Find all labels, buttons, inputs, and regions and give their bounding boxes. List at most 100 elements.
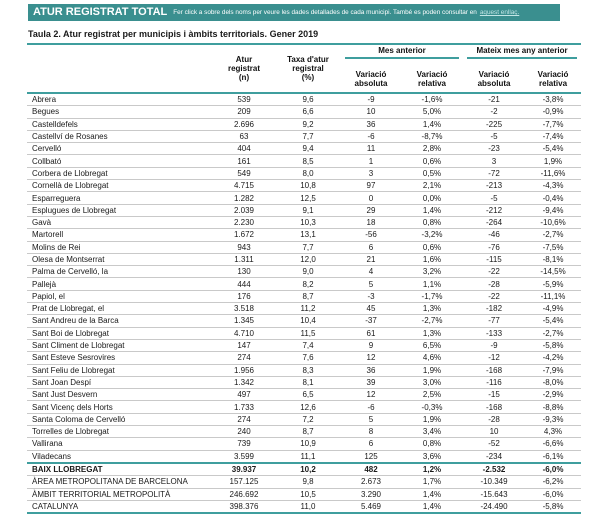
table-row: Vallirana 739 10,9 6 0,8% -52 -6,6% [27, 437, 582, 451]
municipality-name-link[interactable]: Corbera de Llobregat [27, 167, 213, 181]
value-cell: 130 [213, 265, 275, 279]
table-row: BAIX LLOBREGAT 39.937 10,2 482 1,2% -2.532 -6,… [27, 461, 582, 477]
value-cell: 6 [341, 241, 401, 254]
table-row: Molins de Rei 943 7,7 6 0,6% -76 -7,5% [27, 241, 582, 254]
header-link[interactable]: aquest enllaç. [479, 9, 520, 16]
municipality-name-link[interactable]: Olesa de Montserrat [27, 253, 213, 267]
value-cell: -22 [463, 290, 526, 304]
value-cell: 1.342 [213, 376, 275, 390]
table-row: Sant Just Desvern 497 6,5 12 2,5% -15 -2,9% [27, 388, 582, 402]
municipality-name-link[interactable]: Viladecans [27, 450, 213, 464]
value-cell: -115 [463, 253, 526, 267]
header-bar: ATUR REGISTRAT TOTAL Fer click a sobre d… [28, 4, 560, 21]
value-cell: 11,2 [275, 302, 341, 316]
value-cell: 176 [213, 290, 275, 304]
table-title: Taula 2. Atur registrat per municipis i … [27, 29, 581, 45]
value-cell: -46 [463, 228, 526, 242]
municipality-name-link[interactable]: Esparreguera [27, 191, 213, 205]
value-cell: -77 [463, 314, 526, 328]
value-cell: 1,4% [401, 204, 464, 217]
table-row: Torrelles de Llobregat 240 8,7 8 3,4% 10 4,3% [27, 425, 582, 439]
value-cell: -5 [463, 130, 526, 144]
value-cell: -2,7% [401, 314, 464, 328]
municipality-name-link[interactable]: Sant Vicenç dels Horts [27, 400, 213, 414]
table-row: Sant Feliu de Llobregat 1.956 8,3 36 1,9% -16… [27, 364, 582, 377]
value-cell: 3 [341, 167, 401, 181]
municipality-name-link[interactable]: Castellví de Rosanes [27, 130, 213, 144]
table-row: Palma de Cervelló, la 130 9,0 4 3,2% -22 -14,5… [27, 265, 582, 279]
municipality-name-link[interactable]: Sant Just Desvern [27, 388, 213, 402]
header-name-column [27, 45, 213, 94]
value-cell: -6,1% [525, 450, 582, 464]
value-cell: 1,4% [401, 500, 464, 515]
value-cell: -3 [341, 290, 401, 304]
value-cell: 497 [213, 388, 275, 402]
value-cell: 10 [463, 425, 526, 439]
value-cell: 11,0 [275, 500, 341, 515]
value-cell: -9 [463, 339, 526, 353]
value-cell: 3.599 [213, 450, 275, 464]
value-cell: 3 [463, 154, 526, 168]
value-cell: 1,4% [401, 488, 464, 501]
municipality-name-link[interactable]: Pallejà [27, 277, 213, 291]
table-row: Papiol, el 176 8,7 -3 -1,7% -22 -11,1% [27, 290, 582, 304]
value-cell: -1,6% [401, 93, 464, 107]
header-atur-line1: Atur [235, 55, 253, 64]
value-cell: 7,2 [275, 413, 341, 427]
municipality-name-link[interactable]: Sant Esteve Sesrovires [27, 351, 213, 365]
municipality-name-link[interactable]: Molins de Rei [27, 241, 213, 254]
value-cell: 3,0% [401, 376, 464, 390]
value-cell: 209 [213, 105, 275, 119]
value-cell: -168 [463, 364, 526, 377]
table-row: Sant Andreu de la Barca 1.345 10,4 -37 -2,7%… [27, 314, 582, 328]
table-row: Sant Climent de Llobregat 147 7,4 9 6,5% -9 -5… [27, 339, 582, 353]
header-va-year-line1: Variació [478, 70, 510, 79]
value-cell: -2 [463, 105, 526, 119]
municipality-name-link[interactable]: Castelldefels [27, 118, 213, 131]
value-cell: -76 [463, 241, 526, 254]
municipality-name-link[interactable]: Begues [27, 105, 213, 119]
municipality-name-link[interactable]: Martorell [27, 228, 213, 242]
value-cell: 97 [341, 179, 401, 193]
value-cell: 2,5% [401, 388, 464, 402]
value-cell: -182 [463, 302, 526, 316]
header-vr-year-line2: relativa [539, 79, 568, 88]
municipality-name-link[interactable]: Gavà [27, 216, 213, 230]
value-cell: 274 [213, 413, 275, 427]
value-cell: 3,6% [401, 450, 464, 464]
municipality-name-link[interactable]: Torrelles de Llobregat [27, 425, 213, 439]
table-row: Cornellà de Llobregat 4.715 10,8 97 2,1% -213… [27, 179, 582, 193]
municipality-name-link[interactable]: Papiol, el [27, 290, 213, 304]
municipality-name-link[interactable]: Sant Feliu de Llobregat [27, 364, 213, 377]
header-atur-line2: registrat [227, 64, 260, 73]
value-cell: 0,6% [401, 241, 464, 254]
value-cell: -11,1% [525, 290, 582, 304]
territory-name: CATALUNYA [27, 500, 213, 515]
municipality-name-link[interactable]: Cervelló [27, 142, 213, 156]
value-cell: 12 [341, 351, 401, 365]
municipality-name-link[interactable]: Vallirana [27, 437, 213, 451]
municipality-name-link[interactable]: Abrera [27, 93, 213, 107]
value-cell: 2.673 [341, 475, 401, 489]
municipality-name-link[interactable]: Sant Climent de Llobregat [27, 339, 213, 353]
table-row: Collbató 161 8,5 1 0,6% 3 1,9% [27, 154, 582, 168]
value-cell: 9,0 [275, 265, 341, 279]
municipality-name-link[interactable]: Collbató [27, 154, 213, 168]
value-cell: -7,7% [525, 118, 582, 131]
table-row: Begues 209 6,6 10 5,0% -2 -0,9% [27, 105, 582, 119]
value-cell: 8,3 [275, 364, 341, 377]
municipality-name-link[interactable]: Prat de Llobregat, el [27, 302, 213, 316]
value-cell: 11 [341, 142, 401, 156]
municipality-name-link[interactable]: Sant Andreu de la Barca [27, 314, 213, 328]
municipality-name-link[interactable]: Sant Joan Despí [27, 376, 213, 390]
municipality-name-link[interactable]: Santa Coloma de Cervelló [27, 413, 213, 427]
municipality-name-link[interactable]: Sant Boi de Llobregat [27, 327, 213, 340]
municipality-name-link[interactable]: Cornellà de Llobregat [27, 179, 213, 193]
municipality-name-link[interactable]: Esplugues de Llobregat [27, 204, 213, 217]
value-cell: -6 [341, 400, 401, 414]
municipality-name-link[interactable]: Palma de Cervelló, la [27, 265, 213, 279]
header-taxa-line1: Taxa d'atur [287, 55, 329, 64]
value-cell: 7,7 [275, 130, 341, 144]
table-row: Sant Vicenç dels Horts 1.733 12,6 -6 -0,3% -1… [27, 400, 582, 414]
table-row: Esparreguera 1.282 12,5 0 0,0% -5 -0,4% [27, 191, 582, 205]
